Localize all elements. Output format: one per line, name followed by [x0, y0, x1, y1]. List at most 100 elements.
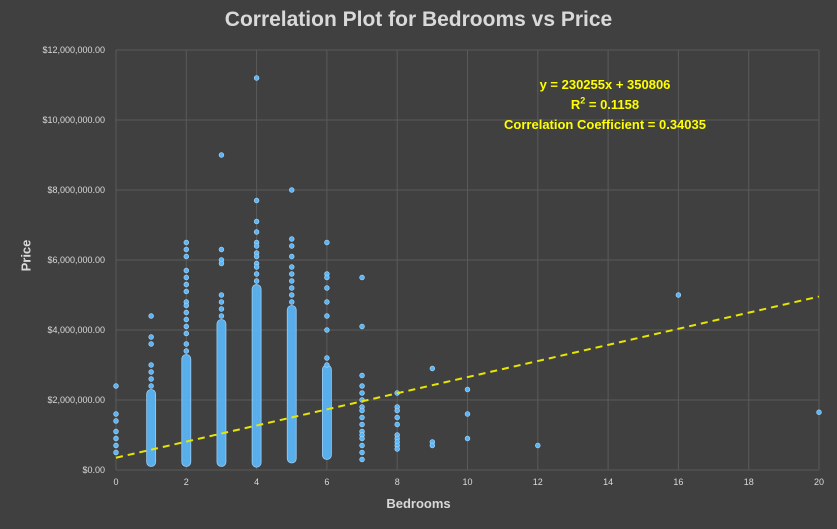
data-point: [359, 383, 365, 389]
data-point: [324, 327, 330, 333]
data-point: [253, 271, 260, 277]
y-tick-label: $2,000,000.00: [47, 395, 105, 405]
data-point: [113, 383, 119, 389]
data-point: [183, 274, 190, 281]
data-point: [289, 243, 295, 249]
data-point: [289, 253, 295, 260]
data-point: [289, 299, 295, 305]
data-point: [113, 435, 119, 442]
data-point: [394, 446, 400, 452]
x-tick-label: 20: [814, 477, 824, 487]
data-point: [148, 334, 154, 340]
data-point: [183, 253, 190, 260]
data-point: [464, 411, 471, 417]
data-point: [359, 449, 365, 456]
y-tick-label: $6,000,000.00: [47, 255, 105, 265]
r-squared-sup: 2: [580, 95, 586, 106]
data-point: [289, 264, 295, 270]
correlation-coefficient: Correlation Coefficient = 0.34035: [504, 117, 706, 132]
data-point: [113, 418, 119, 424]
data-point: [183, 281, 190, 288]
data-point: [253, 253, 260, 260]
data-point: [289, 236, 295, 242]
data-point: [359, 407, 365, 414]
trendline-equation: y = 230255x + 350806: [539, 77, 671, 92]
data-point: [183, 341, 190, 347]
data-point: [816, 409, 822, 415]
data-point: [253, 75, 260, 81]
data-point: [394, 421, 400, 428]
data-point: [113, 449, 119, 456]
trendline-annotation: y = 230255x + 350806 R2 = 0.1158 Correla…: [470, 75, 740, 135]
data-point: [218, 313, 225, 319]
data-point: [324, 239, 330, 246]
r-squared-prefix: R: [570, 97, 581, 112]
data-point: [183, 323, 190, 330]
data-point: [464, 435, 471, 442]
data-point: [253, 197, 260, 204]
data-point: [324, 313, 330, 319]
x-tick-label: 0: [113, 477, 118, 487]
data-point: [429, 442, 436, 449]
data-point: [183, 267, 190, 274]
data-point: [113, 442, 119, 449]
data-point: [675, 292, 682, 298]
data-point: [148, 313, 154, 319]
data-point: [218, 246, 225, 253]
data-point: [183, 330, 190, 337]
y-tick-label: $12,000,000.00: [42, 45, 105, 55]
data-point: [183, 302, 190, 309]
data-point: [324, 299, 330, 305]
data-point: [253, 278, 260, 284]
data-point: [218, 292, 225, 298]
data-point: [218, 260, 225, 267]
x-tick-label: 12: [533, 477, 543, 487]
data-point: [218, 299, 225, 305]
y-tick-label: $4,000,000.00: [47, 325, 105, 335]
r-squared-label: R2 = 0.1158: [470, 95, 740, 115]
data-point: [183, 239, 190, 246]
data-point: [324, 285, 330, 291]
chart-title: Correlation Plot for Bedrooms vs Price: [224, 8, 613, 31]
x-tick-label: 6: [324, 477, 329, 487]
x-axis-label: Bedrooms: [386, 496, 451, 511]
data-point: [289, 292, 295, 298]
data-point: [148, 341, 154, 347]
data-point: [183, 288, 190, 295]
data-point: [289, 285, 295, 291]
y-tick-label: $0.00: [82, 465, 105, 475]
data-point: [359, 456, 365, 463]
data-column: [146, 389, 157, 467]
data-point: [359, 414, 365, 421]
data-point: [183, 246, 190, 253]
data-point: [148, 383, 154, 389]
x-tick-label: 10: [462, 477, 472, 487]
trendline: [115, 295, 820, 459]
data-point: [253, 218, 260, 225]
data-point: [183, 309, 190, 316]
data-point: [535, 442, 541, 449]
y-tick-label: $8,000,000.00: [47, 185, 105, 195]
data-point: [429, 365, 436, 372]
data-point: [359, 323, 365, 330]
data-point: [253, 264, 260, 270]
x-tick-label: 16: [673, 477, 683, 487]
data-column: [251, 284, 262, 468]
data-column: [181, 354, 192, 467]
data-column: [216, 319, 227, 467]
data-point: [113, 411, 119, 417]
data-point: [289, 187, 295, 193]
data-point: [464, 386, 471, 393]
x-tick-label: 2: [184, 477, 189, 487]
data-point: [253, 229, 260, 235]
data-point: [183, 348, 190, 354]
data-point: [394, 414, 400, 421]
data-point: [394, 407, 400, 414]
data-point: [148, 362, 154, 368]
data-point: [359, 442, 365, 449]
x-tick-label: 18: [744, 477, 754, 487]
y-tick-label: $10,000,000.00: [42, 115, 105, 125]
data-point: [218, 152, 225, 158]
